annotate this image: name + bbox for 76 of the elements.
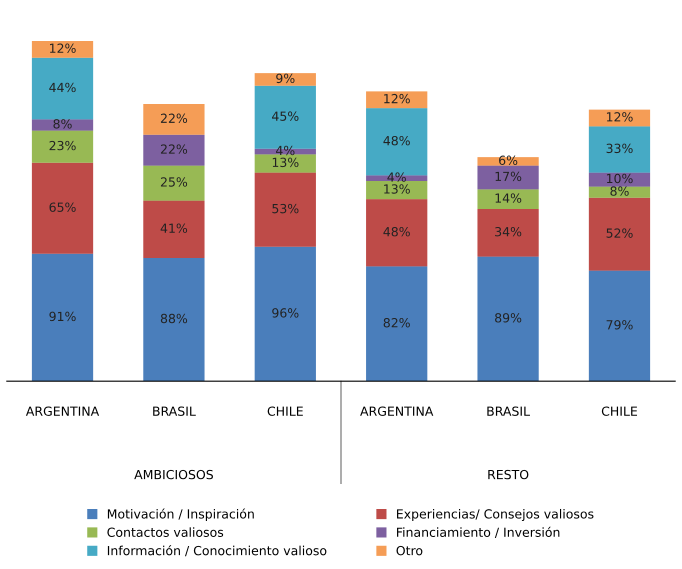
legend-label: Información / Conocimiento valioso xyxy=(108,545,326,556)
data-label: 8% xyxy=(610,186,629,196)
data-label: 25% xyxy=(160,177,188,187)
legend-label: Motivación / Inspiración xyxy=(108,508,254,522)
bar xyxy=(32,130,94,163)
bar xyxy=(32,254,94,382)
bar xyxy=(588,270,650,382)
data-label: 48% xyxy=(383,226,410,236)
bar xyxy=(143,104,205,135)
x-tick-label: CHILE xyxy=(602,406,638,416)
bar xyxy=(477,157,539,166)
data-label: 8% xyxy=(53,119,72,129)
data-label: 12% xyxy=(50,44,76,53)
data-label: 22% xyxy=(160,144,188,154)
bar xyxy=(254,246,316,382)
data-label: 79% xyxy=(606,320,633,330)
data-label: 65% xyxy=(50,202,76,212)
legend-label: Experiencias/ Consejos valiosos xyxy=(397,508,594,522)
bar xyxy=(477,208,539,257)
bar xyxy=(366,91,428,108)
data-label: 34% xyxy=(495,226,522,236)
x-tick-label: ARGENTINA xyxy=(26,406,100,416)
data-label: 41% xyxy=(160,223,188,233)
data-label: 12% xyxy=(606,112,633,122)
bar xyxy=(588,126,650,173)
bar xyxy=(254,73,316,86)
data-label: 14% xyxy=(496,193,522,203)
data-label: 13% xyxy=(272,158,299,168)
bar xyxy=(366,266,428,382)
data-label: 53% xyxy=(272,204,299,214)
text: RESTO xyxy=(488,470,528,480)
bar xyxy=(143,200,205,258)
bar xyxy=(588,186,650,198)
data-label: 6% xyxy=(499,156,518,165)
data-label: 23% xyxy=(50,140,76,150)
data-label: 91% xyxy=(49,312,76,322)
data-label: 96% xyxy=(272,308,299,318)
data-label: 33% xyxy=(606,144,633,154)
legend-label: Contactos valiosos xyxy=(107,527,224,537)
bar xyxy=(32,40,94,58)
x-tick-label: ARGENTINA xyxy=(360,406,434,416)
bar xyxy=(143,258,205,382)
bar xyxy=(32,119,94,131)
data-label: 17% xyxy=(496,172,522,182)
x-tick-label: BRASIL xyxy=(487,406,530,416)
bar xyxy=(588,172,650,187)
bar xyxy=(366,199,428,266)
bar xyxy=(366,180,428,200)
bar xyxy=(477,189,539,209)
data-label: 88% xyxy=(160,314,188,324)
data-label: 13% xyxy=(384,184,410,194)
x-tick-label: CHILE xyxy=(268,406,303,416)
text: AMBICIOSOS xyxy=(134,470,213,480)
bar xyxy=(477,256,539,382)
legend-label: Otro xyxy=(396,546,422,556)
bar xyxy=(254,172,316,247)
bar xyxy=(143,166,205,201)
legend-label: Financiamiento / Inversión xyxy=(397,526,560,538)
data-label: 22% xyxy=(160,114,188,123)
bar xyxy=(254,154,316,173)
data-label: 10% xyxy=(606,174,633,184)
data-label: 48% xyxy=(383,136,410,146)
data-label: 52% xyxy=(606,228,633,238)
bar xyxy=(477,166,539,190)
data-label: 89% xyxy=(495,313,522,323)
bar xyxy=(32,162,94,254)
bar xyxy=(143,134,205,166)
data-label: 82% xyxy=(384,318,410,328)
data-label: 44% xyxy=(49,82,76,92)
data-label: 9% xyxy=(276,74,295,84)
bar xyxy=(588,198,650,271)
data-label: 45% xyxy=(272,111,299,121)
data-label: 12% xyxy=(384,94,410,104)
x-tick-label: BRASIL xyxy=(153,406,196,416)
bar xyxy=(588,110,650,126)
bar xyxy=(32,58,94,120)
